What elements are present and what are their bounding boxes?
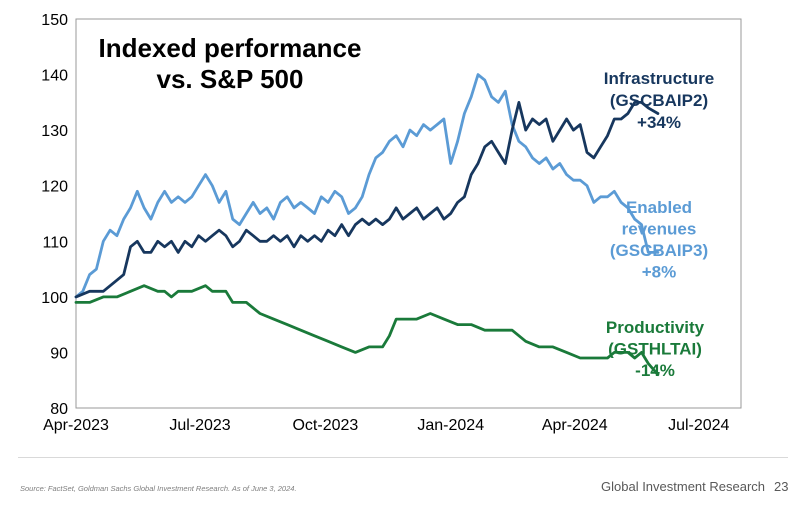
series-label: +34% [637, 113, 681, 132]
series-line-2 [74, 284, 660, 377]
y-tick-label: 120 [41, 179, 68, 196]
series-lines [74, 73, 660, 377]
line-chart: 80 90 100 110 120 130 140 150 Apr-2023 Jul-2023 O… [41, 12, 742, 434]
series-label: Enabled [626, 198, 692, 217]
y-tick-label: 140 [41, 68, 68, 85]
y-tick-label: 90 [50, 345, 68, 362]
x-tick-label: Jul-2024 [668, 417, 729, 434]
y-tick-label: 100 [41, 290, 68, 307]
x-axis: Apr-2023 Jul-2023 Oct-2023 Jan-2024 Apr-2024… [43, 417, 729, 434]
series-line-1 [74, 101, 660, 299]
y-tick-label: 150 [41, 12, 68, 29]
y-tick-label: 110 [42, 234, 68, 251]
y-tick-label: 80 [50, 401, 68, 418]
x-tick-label: Jul-2023 [169, 417, 230, 434]
series-line-0 [74, 73, 660, 299]
series-label: +8% [642, 263, 677, 282]
series-label: -14% [635, 361, 675, 380]
chart-title-line-1: Indexed performance [99, 33, 362, 63]
x-tick-label: Apr-2023 [43, 417, 109, 434]
x-tick-label: Apr-2024 [542, 417, 608, 434]
x-tick-label: Jan-2024 [417, 417, 484, 434]
series-label: Infrastructure [604, 69, 715, 88]
x-tick-label: Oct-2023 [292, 417, 358, 434]
series-label: (GSCBAIP3) [610, 241, 708, 260]
y-axis: 80 90 100 110 120 130 140 150 [41, 12, 68, 418]
y-tick-label: 130 [41, 123, 68, 140]
source-note: Source: FactSet, Goldman Sachs Global In… [20, 484, 297, 493]
series-label: revenues [622, 220, 697, 239]
series-label: Productivity [606, 318, 705, 337]
series-labels: Enabled revenues (GSCBAIP3) +8% Infrastructu… [604, 69, 715, 380]
page-number: 23 [774, 479, 789, 494]
plot-area-border [75, 18, 742, 409]
org-name: Global Investment Research [601, 479, 766, 494]
chart-title-line-2: vs. S&P 500 [157, 64, 304, 94]
series-label: (GSTHLTAI) [608, 340, 702, 359]
series-label: (GSCBAIP2) [610, 91, 708, 110]
footer-divider [18, 457, 788, 458]
